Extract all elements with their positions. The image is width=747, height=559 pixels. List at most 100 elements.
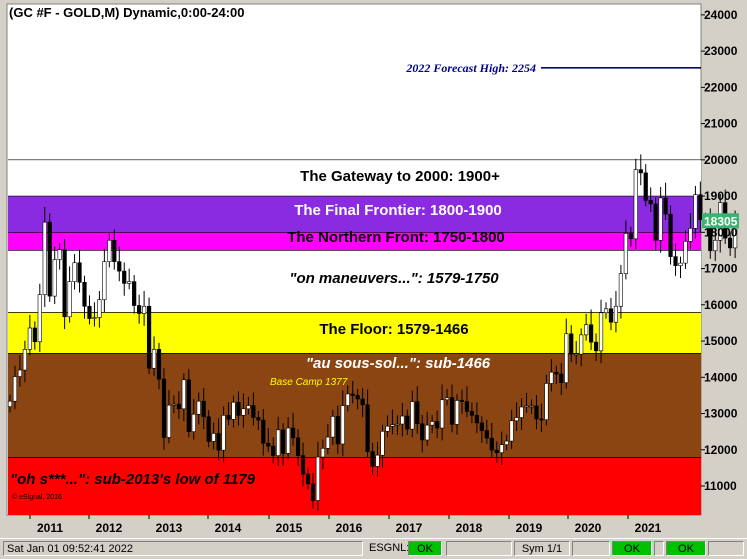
band-label-maneuvers: "on maneuvers...": 1579-1750 [289,270,499,287]
band-frontier [8,196,701,233]
candle-body [117,261,122,272]
candle-body [365,404,370,452]
candle-body [216,433,221,451]
candle-body [231,401,236,420]
candle-body [400,415,405,425]
candle-body [479,422,484,431]
candle-body [648,200,653,205]
candle-body [529,405,534,408]
candle-body [683,241,688,264]
candle-body [395,423,400,426]
y-tick-label: 20000 [704,153,738,167]
candle-body [151,349,157,369]
x-tick-label: 2011 [37,521,63,535]
band-label-floor: The Floor: 1579-1466 [319,321,468,338]
candle-body [271,445,276,456]
candle-body [638,169,643,174]
candle-body [22,349,28,371]
candle-body [132,281,137,306]
candle-body [385,425,390,432]
candle-body [380,430,385,456]
x-tick-label: 2017 [396,521,423,535]
candle-body [375,454,380,467]
candle-body [52,259,57,297]
candle-body [256,417,261,421]
candle-body [7,400,13,407]
candle-body [295,437,301,456]
candle-body [514,417,519,422]
candle-body [564,333,569,384]
candle-body [72,262,77,282]
candle-body [261,419,266,444]
candle-body [350,393,355,396]
band-label-ohs: "oh s***...": sub-2013's low of 1179 [10,471,256,488]
candle-body [668,213,673,257]
candle-body [474,415,479,424]
candle-body [673,256,678,266]
candle-body [698,194,703,220]
candle-body [251,405,256,418]
status-esgnl-ok[interactable]: OK [408,541,442,556]
status-esgnl-label: ESGNL: [369,542,408,554]
x-tick-label: 2021 [635,521,662,535]
candle-body [107,239,112,262]
candle-body [603,308,609,314]
candle-body [623,233,628,274]
candle-body [315,456,321,501]
candle-body [97,299,102,318]
candle-body [196,400,201,415]
y-tick-label: 15000 [704,334,738,348]
candle-body [335,416,340,445]
base-camp-label: Base Camp 1377 [270,377,348,388]
candle-body [425,424,430,441]
candle-body [142,305,147,314]
candle-body [539,418,544,421]
y-tick-label: 12000 [704,443,738,457]
candle-body [584,324,589,336]
band-gateway [8,159,701,197]
candle-body [390,424,395,427]
y-tick-label: 11000 [704,479,737,493]
last-price-marker [702,213,739,229]
band-label-northern: The Northern Front: 1750-1800 [287,229,505,246]
status-blank-3 [654,541,664,556]
candle-body [524,405,529,408]
candle-body [633,169,638,240]
status-bar: Sat Jan 01 09:52:41 2022 ESGNL: OK Sym 1… [0,538,747,559]
band-label-frontier: The Final Frontier: 1800-1900 [294,202,502,219]
candle-body [82,282,87,307]
candles [7,154,738,511]
candle-body [246,405,251,410]
candle-body [325,436,330,449]
candle-body [310,483,316,501]
status-ok-2[interactable]: OK [612,541,652,556]
candle-body [176,403,181,410]
candle-body [12,376,18,402]
candle-body [420,423,425,441]
candle-body [489,437,494,451]
status-blank-4 [708,541,744,556]
x-tick-label: 2015 [276,521,303,535]
candle-body [191,413,196,432]
candle-body [166,404,172,438]
candle-body [688,228,693,242]
candle-body [430,421,435,426]
candle-body [290,427,296,439]
candle-body [330,416,335,438]
candle-body [435,421,440,429]
candle-body [494,449,499,453]
candle-body [266,442,271,447]
candle-body [544,383,549,420]
candle-body [161,378,167,438]
candle-body [127,281,132,284]
candle-body [588,324,594,343]
x-tick-label: 2018 [456,521,483,535]
band-northern [8,232,701,251]
candle-body [653,203,658,241]
candle-body [77,262,82,283]
y-tick-label: 14000 [704,370,738,384]
status-ok-3[interactable]: OK [666,541,706,556]
candle-body [67,281,72,318]
candle-body [226,415,231,420]
candle-body [643,172,648,201]
